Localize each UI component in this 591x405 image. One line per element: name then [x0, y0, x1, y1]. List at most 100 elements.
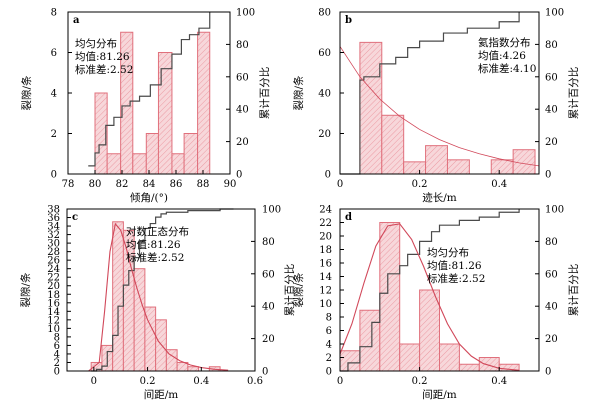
annotation-c-1: 均值:81.26 — [126, 238, 181, 251]
x-tick-label-a-5: 88 — [197, 179, 210, 190]
y-tick-label-d-6: 12 — [319, 286, 332, 297]
y-tick-label-d-3: 6 — [326, 326, 332, 337]
bar-c-6 — [155, 319, 167, 372]
y2-axis-label-d: 累计百分比 — [567, 264, 580, 317]
panel-letter-c: c — [72, 212, 78, 223]
plot-frame-c — [66, 208, 256, 372]
y-tick-label-b-2: 40 — [318, 89, 331, 100]
annotation-d-2: 标准差:2.52 — [427, 272, 485, 285]
x-tick-label-c-3: 0.6 — [247, 376, 263, 387]
y-tick-label-a-3: 6 — [51, 48, 57, 59]
annotation-a-0: 均匀分布 — [75, 38, 117, 50]
y-tick-label-d-5: 10 — [319, 299, 332, 310]
y-tick-label-c-2: 4 — [54, 349, 60, 360]
y2-tick-label-b-4: 80 — [545, 40, 558, 51]
y-tick-label-d-2: 4 — [326, 340, 332, 351]
y2-tick-label-d-4: 80 — [545, 237, 558, 248]
x-tick-label-a-3: 84 — [143, 179, 156, 190]
y-axis-label-d: 裂隙/条 — [292, 272, 305, 308]
bar-a-3 — [132, 153, 147, 175]
bar-b-1 — [381, 114, 405, 175]
bar-b-0 — [359, 41, 383, 175]
cumulative-line-b — [340, 12, 520, 175]
y2-tick-label-b-1: 20 — [545, 137, 558, 148]
y2-tick-label-b-2: 40 — [545, 105, 558, 116]
y-tick-label-c-1: 2 — [54, 358, 60, 369]
annotation-b-0: 氦指数分布 — [478, 36, 531, 49]
annotation-b-1: 均值:4.26 — [478, 49, 526, 62]
y2-tick-label-a-1: 20 — [236, 137, 249, 148]
bar-a-4 — [145, 133, 159, 175]
panel-b: 0 0.2 0.4 0 20 40 60 80 0 20 40 60 80 100 迹长/m 裂隙/条 累计百分… — [292, 8, 580, 205]
y2-tick-label-c-1: 20 — [262, 334, 275, 345]
x-tick-label-b-0: 0 — [337, 179, 343, 190]
bar-a-1 — [106, 153, 122, 175]
y-tick-label-d-10: 20 — [319, 232, 332, 243]
y-tick-label-d-8: 16 — [319, 259, 332, 270]
y-tick-label-a-0: 0 — [51, 170, 57, 181]
bar-d-3 — [399, 343, 421, 372]
x-tick-label-a-1: 80 — [89, 179, 102, 190]
y-tick-label-c-16: 32 — [47, 230, 60, 241]
bar-b-6 — [512, 149, 536, 175]
fit-curve-b — [339, 46, 540, 167]
y2-tick-label-b-0: 0 — [545, 170, 551, 181]
y-tick-label-c-5: 10 — [47, 324, 60, 335]
y-tick-label-d-0: 0 — [326, 367, 332, 378]
bar-d-2 — [379, 222, 401, 372]
bar-c-2 — [112, 221, 124, 372]
y-axis-label-b: 裂隙/条 — [292, 75, 305, 111]
y2-axis-label-c: 累计百分比 — [283, 264, 296, 317]
bar-d-7 — [478, 357, 500, 372]
y-tick-label-d-4: 8 — [326, 313, 332, 324]
bar-d-5 — [439, 343, 460, 372]
annotation-c-2: 标准差:2.52 — [126, 251, 184, 264]
bar-d-1 — [359, 309, 381, 372]
y-tick-label-c-13: 26 — [47, 256, 60, 267]
y2-tick-label-c-4: 80 — [262, 237, 275, 248]
bar-a-8 — [197, 31, 211, 175]
y-tick-label-d-1: 2 — [326, 353, 332, 364]
bar-c-9 — [187, 366, 200, 372]
x-tick-label-a-6: 90 — [224, 179, 237, 190]
panel-letter-b: b — [345, 15, 352, 26]
y-tick-label-c-17: 34 — [47, 222, 60, 233]
y-tick-label-c-12: 24 — [47, 264, 60, 275]
y2-tick-label-a-2: 40 — [236, 105, 249, 116]
annotation-d-0: 均匀分布 — [427, 247, 469, 259]
x-tick-label-b-1: 0.2 — [412, 179, 428, 190]
x-axis-label-d: 间距/m — [422, 388, 457, 401]
cumulative-line-d — [340, 209, 520, 372]
y-tick-label-b-4: 80 — [318, 8, 331, 19]
bar-a-5 — [157, 52, 173, 175]
x-tick-label-d-2: 0.4 — [491, 376, 507, 387]
bar-a-6 — [171, 153, 185, 175]
y2-tick-label-d-1: 20 — [545, 334, 558, 345]
x-tick-label-a-0: 78 — [62, 179, 75, 190]
bar-d-4 — [419, 289, 441, 372]
y-tick-label-a-4: 8 — [51, 8, 57, 19]
y-tick-label-c-14: 28 — [47, 247, 60, 258]
y-axis-label-a: 裂隙/条 — [20, 75, 33, 111]
x-tick-label-c-1: 0.2 — [140, 376, 156, 387]
fit-curve-d — [339, 223, 520, 371]
x-axis-label-a: 倾角/(°) — [130, 191, 168, 204]
y2-tick-label-a-3: 60 — [236, 72, 249, 83]
x-tick-label-a-4: 86 — [170, 179, 183, 190]
y2-axis-label-a: 累计百分比 — [258, 67, 271, 120]
y-tick-label-c-8: 16 — [47, 298, 60, 309]
bar-b-2 — [403, 161, 427, 175]
panel-letter-a: a — [73, 15, 80, 26]
y2-tick-label-d-0: 0 — [545, 367, 551, 378]
y2-tick-label-c-2: 40 — [262, 302, 275, 313]
y-tick-label-c-9: 18 — [47, 290, 60, 301]
y-tick-label-c-19: 38 — [47, 205, 60, 216]
x-tick-label-d-1: 0.2 — [412, 376, 428, 387]
x-tick-label-a-2: 82 — [116, 179, 129, 190]
x-axis-label-c: 间距/m — [144, 388, 179, 401]
y2-tick-label-c-3: 60 — [262, 269, 275, 280]
y2-tick-label-a-0: 0 — [236, 170, 242, 181]
bar-d-6 — [458, 363, 480, 372]
cumulative-line-c — [91, 208, 234, 372]
